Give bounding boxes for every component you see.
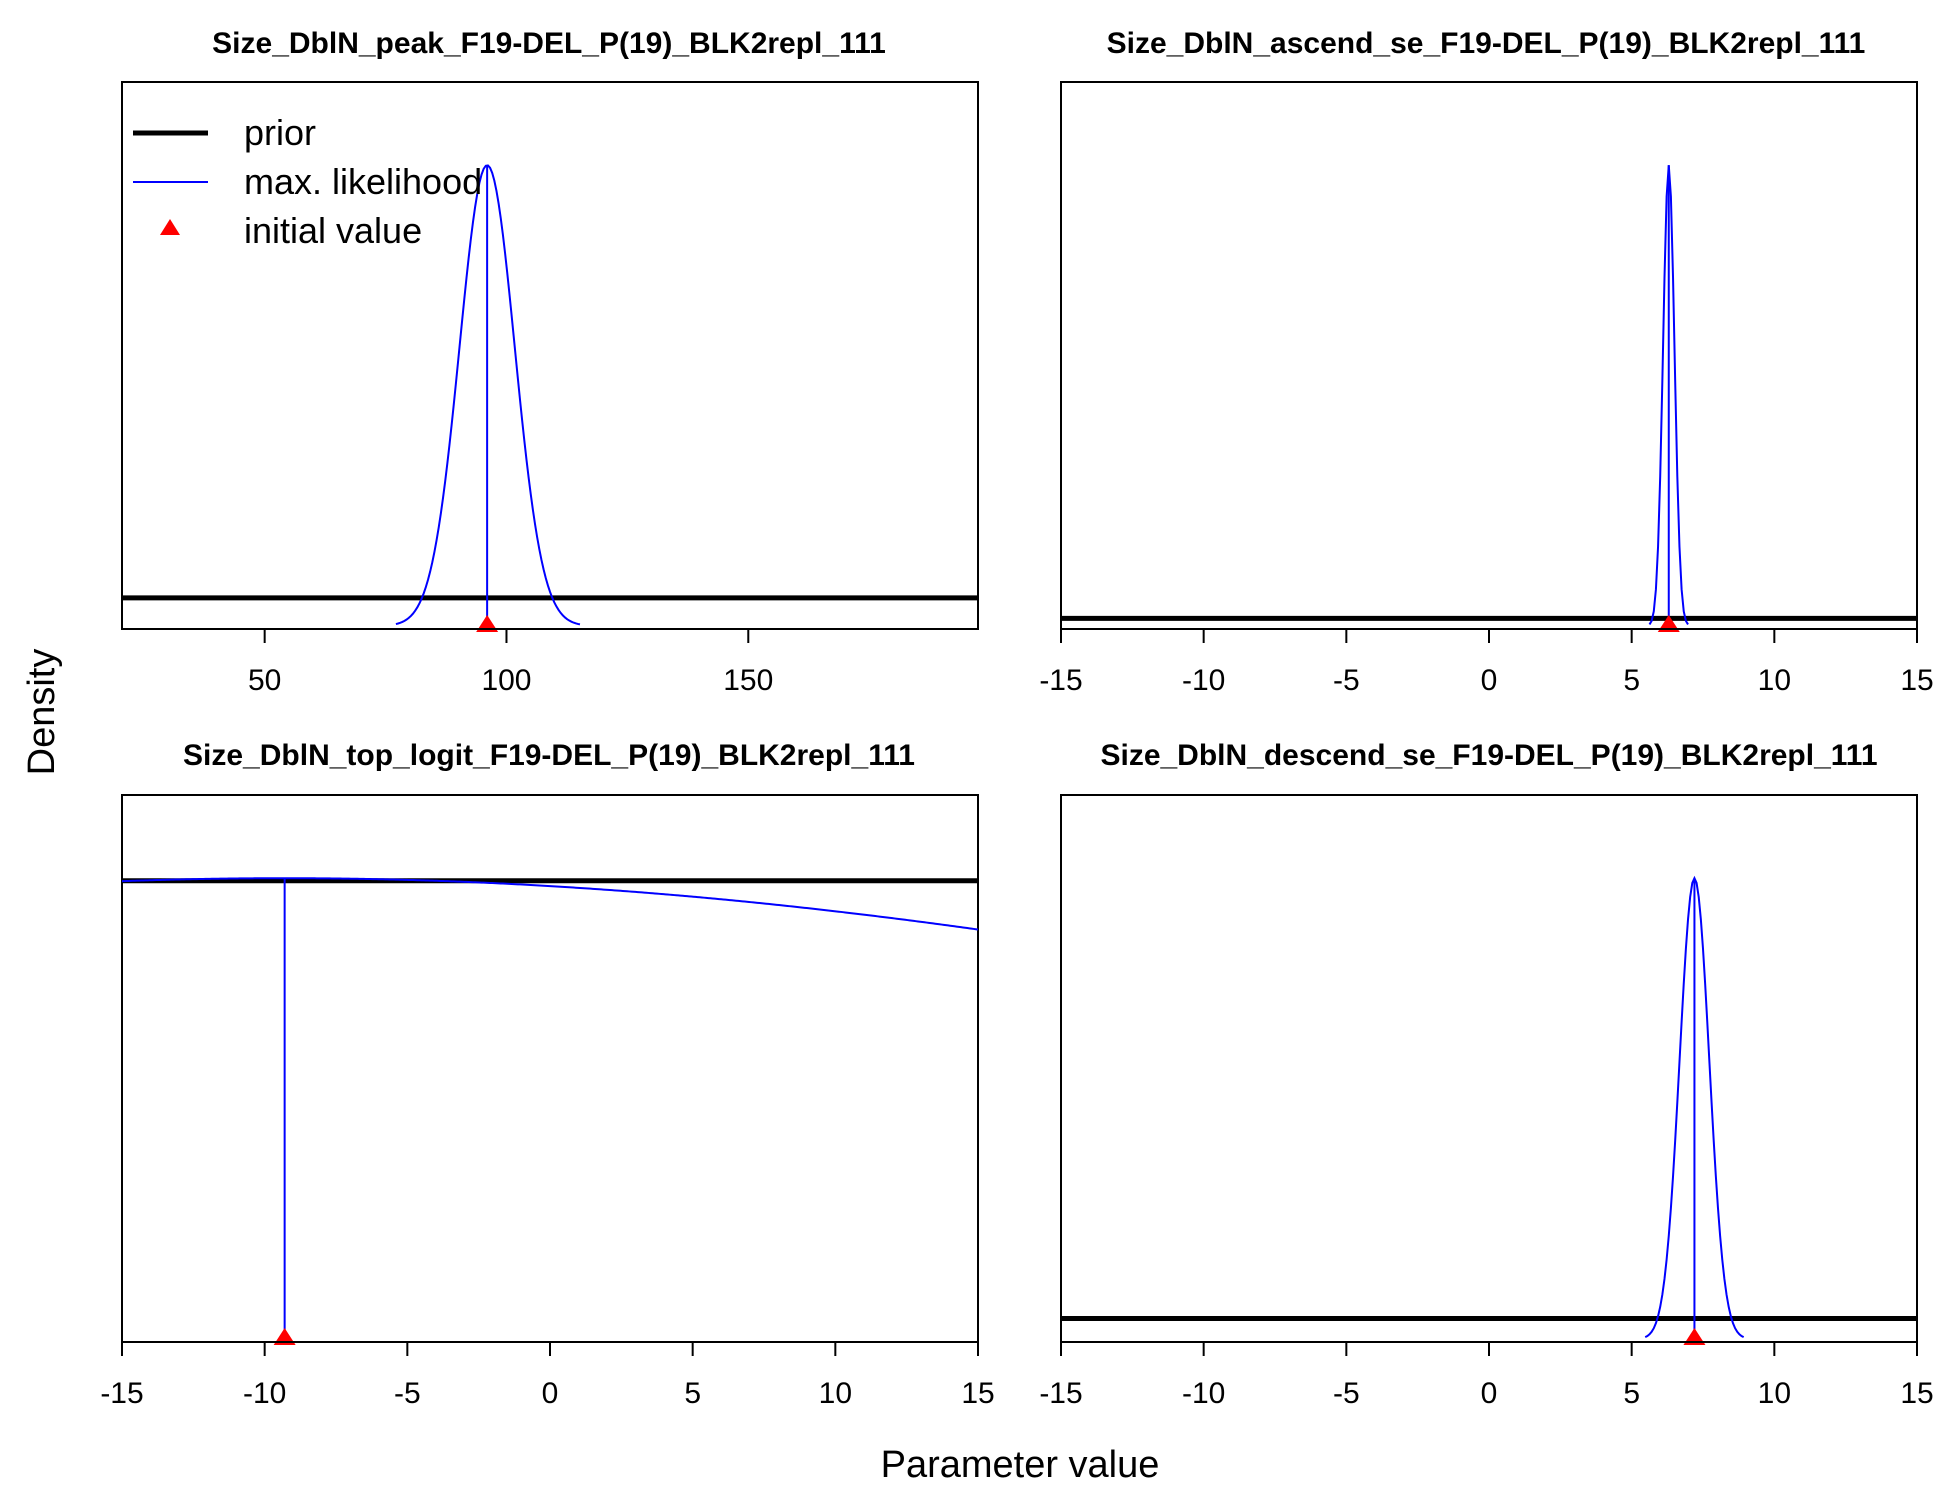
- x-tick-label: -5: [1333, 1377, 1360, 1410]
- x-tick-label: 10: [1758, 664, 1791, 697]
- x-tick-label: 15: [961, 1377, 994, 1410]
- panel-ascend-se: Size_DblN_ascend_se_F19-DEL_P(19)_BLK2re…: [1039, 27, 1933, 697]
- legend-initial-swatch: [160, 219, 180, 235]
- legend-initial-label: initial value: [244, 210, 422, 251]
- initial-value-marker: [476, 615, 499, 632]
- plot-frame: [121, 794, 979, 1343]
- x-tick-label: 5: [1623, 664, 1640, 697]
- x-tick-label: 10: [819, 1377, 852, 1410]
- x-tick-label: -15: [1039, 664, 1082, 697]
- x-tick-label: 5: [684, 1377, 701, 1410]
- plot-area: [1061, 165, 1917, 632]
- plot-area: [122, 164, 978, 632]
- x-tick-label: 15: [1900, 1377, 1933, 1410]
- plot-area: [1061, 875, 1917, 1345]
- x-axis: -15 -10 -5 0 5 10 15: [1039, 628, 1934, 697]
- initial-value-marker: [1657, 615, 1680, 632]
- x-tick-label: 0: [1481, 1377, 1498, 1410]
- x-tick-label: -15: [100, 1377, 143, 1410]
- x-axis: -15 -10 -5 0 5 10 15: [100, 1341, 995, 1410]
- plot-frame: [1060, 794, 1918, 1343]
- panel-descend-se: Size_DblN_descend_se_F19-DEL_P(19)_BLK2r…: [1039, 739, 1933, 1410]
- mle-density-curve: [122, 877, 978, 931]
- initial-value-marker: [273, 1328, 296, 1345]
- x-tick-label: -5: [394, 1377, 421, 1410]
- x-tick-label: -5: [1333, 664, 1360, 697]
- plot-frame: [1060, 81, 1918, 630]
- x-tick-label: 50: [248, 664, 281, 697]
- panel-peak: Size_DblN_peak_F19-DEL_P(19)_BLK2repl_11…: [121, 27, 979, 697]
- panel-title: Size_DblN_peak_F19-DEL_P(19)_BLK2repl_11…: [212, 27, 886, 60]
- panel-title: Size_DblN_top_logit_F19-DEL_P(19)_BLK2re…: [183, 739, 915, 772]
- x-tick-label: 5: [1623, 1377, 1640, 1410]
- x-tick-label: -10: [1182, 1377, 1225, 1410]
- plot-area: [122, 877, 978, 1345]
- y-axis-label: Density: [21, 649, 63, 776]
- legend-mle-label: max. likelihood: [244, 161, 482, 202]
- x-tick-label: -10: [243, 1377, 286, 1410]
- x-axis: -15 -10 -5 0 5 10 15: [1039, 1341, 1934, 1410]
- x-tick-label: 0: [542, 1377, 559, 1410]
- legend: prior max. likelihood initial value: [133, 112, 482, 251]
- initial-value-marker: [1683, 1328, 1706, 1345]
- panel-title: Size_DblN_descend_se_F19-DEL_P(19)_BLK2r…: [1100, 739, 1877, 772]
- x-tick-label: -10: [1182, 664, 1225, 697]
- x-tick-label: 150: [723, 664, 773, 697]
- x-tick-label: 0: [1481, 664, 1498, 697]
- x-tick-label: -15: [1039, 1377, 1082, 1410]
- x-tick-label: 15: [1900, 664, 1933, 697]
- panel-top-logit: Size_DblN_top_logit_F19-DEL_P(19)_BLK2re…: [100, 739, 994, 1410]
- legend-prior-label: prior: [244, 112, 316, 153]
- x-tick-label: 10: [1758, 1377, 1791, 1410]
- panel-title: Size_DblN_ascend_se_F19-DEL_P(19)_BLK2re…: [1107, 27, 1866, 60]
- x-axis: 50 100 150: [248, 628, 773, 697]
- x-tick-label: 100: [481, 664, 531, 697]
- x-axis-label: Parameter value: [881, 1444, 1160, 1486]
